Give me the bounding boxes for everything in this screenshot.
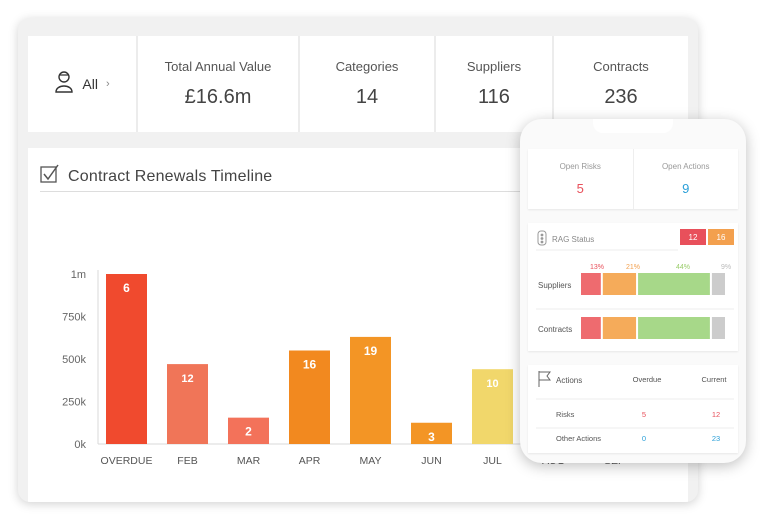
panel-header: Contract Renewals Timeline: [40, 162, 550, 192]
actions-row-risks-overdue[interactable]: 5: [642, 410, 646, 419]
actions-row-other-label: Other Actions: [556, 434, 601, 443]
y-tick-label: 500k: [62, 354, 86, 366]
traffic-light-icon: [537, 230, 547, 246]
rag-segment[interactable]: [711, 273, 725, 295]
rag-row-contracts-label: Contracts: [538, 325, 572, 334]
bar[interactable]: [350, 336, 391, 444]
rag-segment[interactable]: [711, 317, 725, 339]
x-tick-label: JUN: [421, 455, 441, 467]
rag-percent-red: 13%: [590, 264, 604, 271]
bar-data-label: 16: [303, 358, 317, 372]
stat-total-annual-value[interactable]: Total Annual Value £16.6m: [138, 36, 300, 132]
rag-badge-amber[interactable]: [708, 229, 734, 245]
stat-label: Contracts: [593, 59, 649, 74]
rag-segment[interactable]: [581, 273, 601, 295]
actions-row-other-current[interactable]: 23: [712, 434, 720, 443]
filter-all-button[interactable]: All ›: [28, 36, 138, 132]
y-tick-label: 1m: [71, 269, 86, 281]
rag-segment[interactable]: [581, 317, 601, 339]
checkbox-icon: [40, 164, 60, 189]
stat-label: Suppliers: [466, 59, 522, 74]
actions-title: Actions: [556, 376, 582, 385]
flag-icon: [538, 371, 551, 387]
x-tick-label: MAR: [237, 455, 261, 467]
open-actions-value: 9: [682, 181, 690, 196]
bar-data-label: 3: [428, 430, 435, 444]
rag-segment[interactable]: [638, 317, 710, 339]
x-tick-label: APR: [299, 455, 321, 467]
stat-value: 14: [355, 86, 379, 108]
rag-badge-red-value: 12: [689, 233, 698, 242]
rag-segment[interactable]: [602, 273, 637, 295]
x-tick-label: OVERDUE: [101, 455, 153, 467]
phone-notch: [593, 119, 673, 133]
actions-col-current: Current: [701, 375, 727, 384]
rag-percent-grey: 9%: [721, 264, 731, 271]
user-icon: [54, 70, 74, 99]
bar[interactable]: [167, 364, 208, 444]
chevron-right-icon: ›: [105, 78, 110, 90]
rag-percent-amber: 21%: [626, 264, 640, 271]
stat-value: 116: [478, 86, 510, 108]
stat-value: 236: [604, 86, 638, 108]
open-actions[interactable]: Open Actions 9: [632, 149, 739, 209]
stat-label: Total Annual Value: [164, 59, 272, 74]
stat-label: Categories: [335, 59, 399, 74]
stat-suppliers[interactable]: Suppliers 116: [436, 36, 554, 132]
rag-percent-green: 44%: [676, 264, 690, 271]
rag-segment[interactable]: [638, 273, 710, 295]
stat-categories[interactable]: Categories 14: [300, 36, 436, 132]
x-tick-label: MAY: [360, 455, 382, 467]
bar-data-label: 2: [245, 425, 252, 439]
actions-row-other-overdue[interactable]: 0: [642, 434, 646, 443]
actions-col-overdue: Overdue: [633, 375, 662, 384]
rag-segment[interactable]: [602, 317, 637, 339]
bar[interactable]: [411, 422, 452, 444]
open-actions-label: Open Actions: [661, 162, 710, 171]
rag-title: RAG Status: [552, 235, 594, 244]
mobile-device: Open Risks 5 Open Actions 9 RAG Status 1…: [520, 119, 746, 463]
stat-contracts[interactable]: Contracts 236: [554, 36, 688, 132]
stats-bar: All › Total Annual Value £16.6m Categori…: [28, 36, 688, 132]
panel-title: Contract Renewals Timeline: [68, 167, 273, 185]
actions-table: Actions Overdue Current Risks 5 12 Other…: [536, 371, 734, 443]
rag-badge-amber-value: 16: [717, 233, 726, 242]
stat-value: £16.6m: [184, 86, 252, 108]
bar-data-label: 10: [486, 378, 498, 390]
bar[interactable]: [289, 350, 330, 445]
x-tick-label: FEB: [177, 455, 197, 467]
rag-row-suppliers-label: Suppliers: [538, 281, 571, 290]
bar-data-label: 12: [181, 373, 193, 385]
actions-row-risks-current[interactable]: 12: [712, 410, 720, 419]
filter-label: All: [82, 76, 98, 92]
rag-status-graphic: RAG Status 12 16 13% 21% 44% 9% Supplier…: [536, 229, 734, 339]
risk-summary-card: Open Risks 5 Open Actions 9: [528, 149, 738, 209]
open-risks[interactable]: Open Risks 5: [528, 149, 633, 209]
actions-card: Actions Overdue Current Risks 5 12 Other…: [528, 365, 738, 453]
x-tick-label: JUL: [483, 455, 502, 467]
bar[interactable]: [472, 369, 513, 444]
open-risks-value: 5: [576, 181, 584, 196]
y-tick-label: 0k: [74, 439, 86, 451]
bar[interactable]: [228, 417, 269, 444]
actions-row-risks-label: Risks: [556, 410, 575, 419]
rag-badge-red[interactable]: [680, 229, 706, 245]
y-tick-label: 250k: [62, 397, 86, 409]
open-risks-label: Open Risks: [559, 162, 601, 171]
bar-data-label: 19: [364, 344, 378, 358]
y-tick-label: 750k: [62, 312, 86, 324]
rag-status-card: RAG Status 12 16 13% 21% 44% 9% Supplier…: [528, 223, 738, 351]
bar-data-label: 6: [123, 281, 130, 295]
bar[interactable]: [106, 274, 147, 444]
